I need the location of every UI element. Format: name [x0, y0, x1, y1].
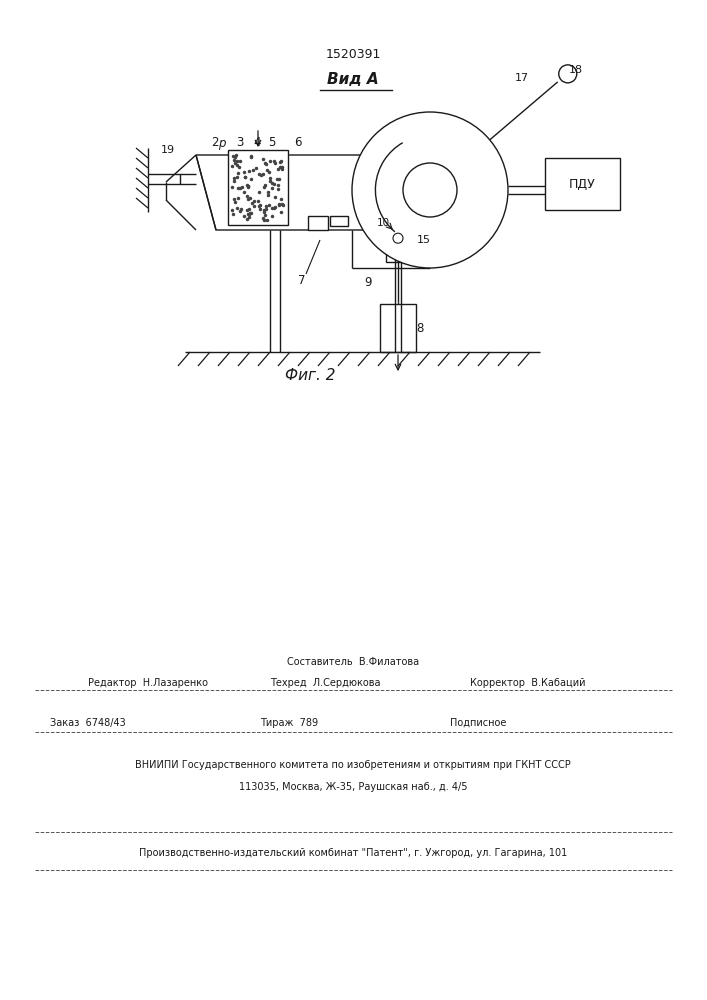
Text: 15: 15 — [417, 235, 431, 245]
Text: Техред  Л.Сердюкова: Техред Л.Сердюкова — [270, 678, 380, 688]
Text: 8: 8 — [416, 322, 423, 334]
Text: Редактор  Н.Лазаренко: Редактор Н.Лазаренко — [88, 678, 208, 688]
Text: 7: 7 — [298, 273, 305, 286]
Text: ПДУ: ПДУ — [569, 178, 596, 190]
Text: Составитель  В.Филатова: Составитель В.Филатова — [287, 657, 419, 667]
Text: 10: 10 — [376, 218, 390, 228]
Text: 9: 9 — [364, 275, 372, 288]
Text: Фиг. 2: Фиг. 2 — [285, 367, 335, 382]
Text: Корректор  В.Кабаций: Корректор В.Кабаций — [470, 678, 585, 688]
Text: 113035, Москва, Ж-35, Раушская наб., д. 4/5: 113035, Москва, Ж-35, Раушская наб., д. … — [239, 782, 467, 792]
Text: Подписное: Подписное — [450, 718, 506, 728]
Text: Вид А: Вид А — [327, 73, 379, 88]
Text: 1520391: 1520391 — [325, 48, 380, 62]
Text: 4: 4 — [253, 136, 261, 149]
Text: 19: 19 — [161, 145, 175, 155]
Circle shape — [393, 233, 403, 243]
Text: 18: 18 — [568, 65, 583, 75]
Text: 2: 2 — [211, 136, 218, 149]
Circle shape — [559, 65, 577, 83]
Circle shape — [352, 112, 508, 268]
Text: Производственно-издательский комбинат "Патент", г. Ужгород, ул. Гагарина, 101: Производственно-издательский комбинат "П… — [139, 848, 567, 858]
Text: Тираж  789: Тираж 789 — [260, 718, 318, 728]
Polygon shape — [196, 155, 400, 230]
Bar — [545, 158, 620, 210]
Circle shape — [403, 163, 457, 217]
Text: 5: 5 — [269, 136, 276, 149]
Bar — [330, 216, 348, 226]
Bar — [308, 216, 328, 230]
Bar — [228, 150, 288, 225]
Text: 6: 6 — [294, 136, 302, 149]
Text: 3: 3 — [236, 136, 244, 149]
Text: 17: 17 — [515, 73, 529, 83]
Bar — [380, 304, 416, 352]
Text: р: р — [218, 136, 226, 149]
Text: Заказ  6748/43: Заказ 6748/43 — [50, 718, 126, 728]
Bar — [386, 228, 410, 262]
Text: ВНИИПИ Государственного комитета по изобретениям и открытиям при ГКНТ СССР: ВНИИПИ Государственного комитета по изоб… — [135, 760, 571, 770]
